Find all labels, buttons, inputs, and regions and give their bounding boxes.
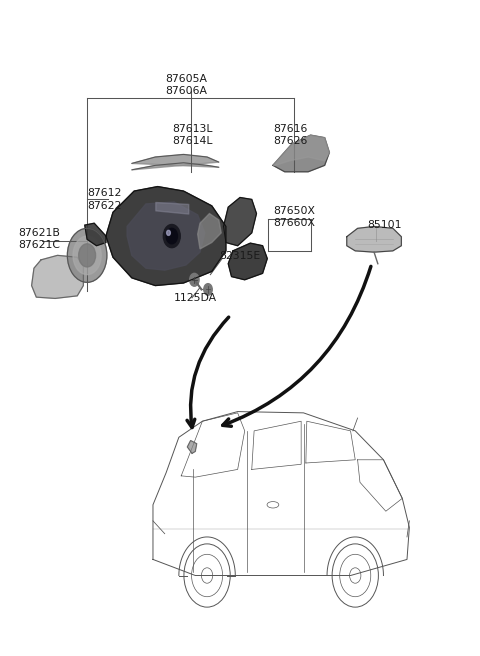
- Circle shape: [190, 274, 199, 286]
- Text: 87616
87626: 87616 87626: [273, 124, 307, 146]
- Text: 87605A
87606A: 87605A 87606A: [165, 73, 207, 96]
- Circle shape: [73, 236, 101, 275]
- Circle shape: [166, 228, 178, 244]
- Polygon shape: [224, 197, 256, 246]
- Polygon shape: [106, 186, 226, 285]
- Polygon shape: [85, 223, 106, 246]
- Circle shape: [204, 283, 212, 295]
- Text: 85101: 85101: [367, 220, 401, 230]
- Polygon shape: [347, 226, 401, 252]
- Circle shape: [167, 230, 170, 236]
- Polygon shape: [32, 255, 84, 298]
- Text: 1125DA: 1125DA: [174, 293, 217, 303]
- Circle shape: [163, 224, 180, 248]
- Circle shape: [67, 228, 107, 282]
- Polygon shape: [198, 214, 221, 249]
- Text: 87621B
87621C: 87621B 87621C: [18, 228, 60, 251]
- Text: 87612
87622: 87612 87622: [87, 188, 121, 211]
- Circle shape: [79, 244, 96, 267]
- Polygon shape: [127, 202, 204, 270]
- Polygon shape: [273, 135, 329, 165]
- Polygon shape: [187, 441, 197, 453]
- Polygon shape: [132, 154, 219, 170]
- Polygon shape: [273, 135, 329, 172]
- Text: 82315E: 82315E: [219, 251, 260, 261]
- Text: 87613L
87614L: 87613L 87614L: [172, 124, 212, 146]
- Text: 87650X
87660X: 87650X 87660X: [273, 205, 315, 228]
- Polygon shape: [228, 243, 267, 280]
